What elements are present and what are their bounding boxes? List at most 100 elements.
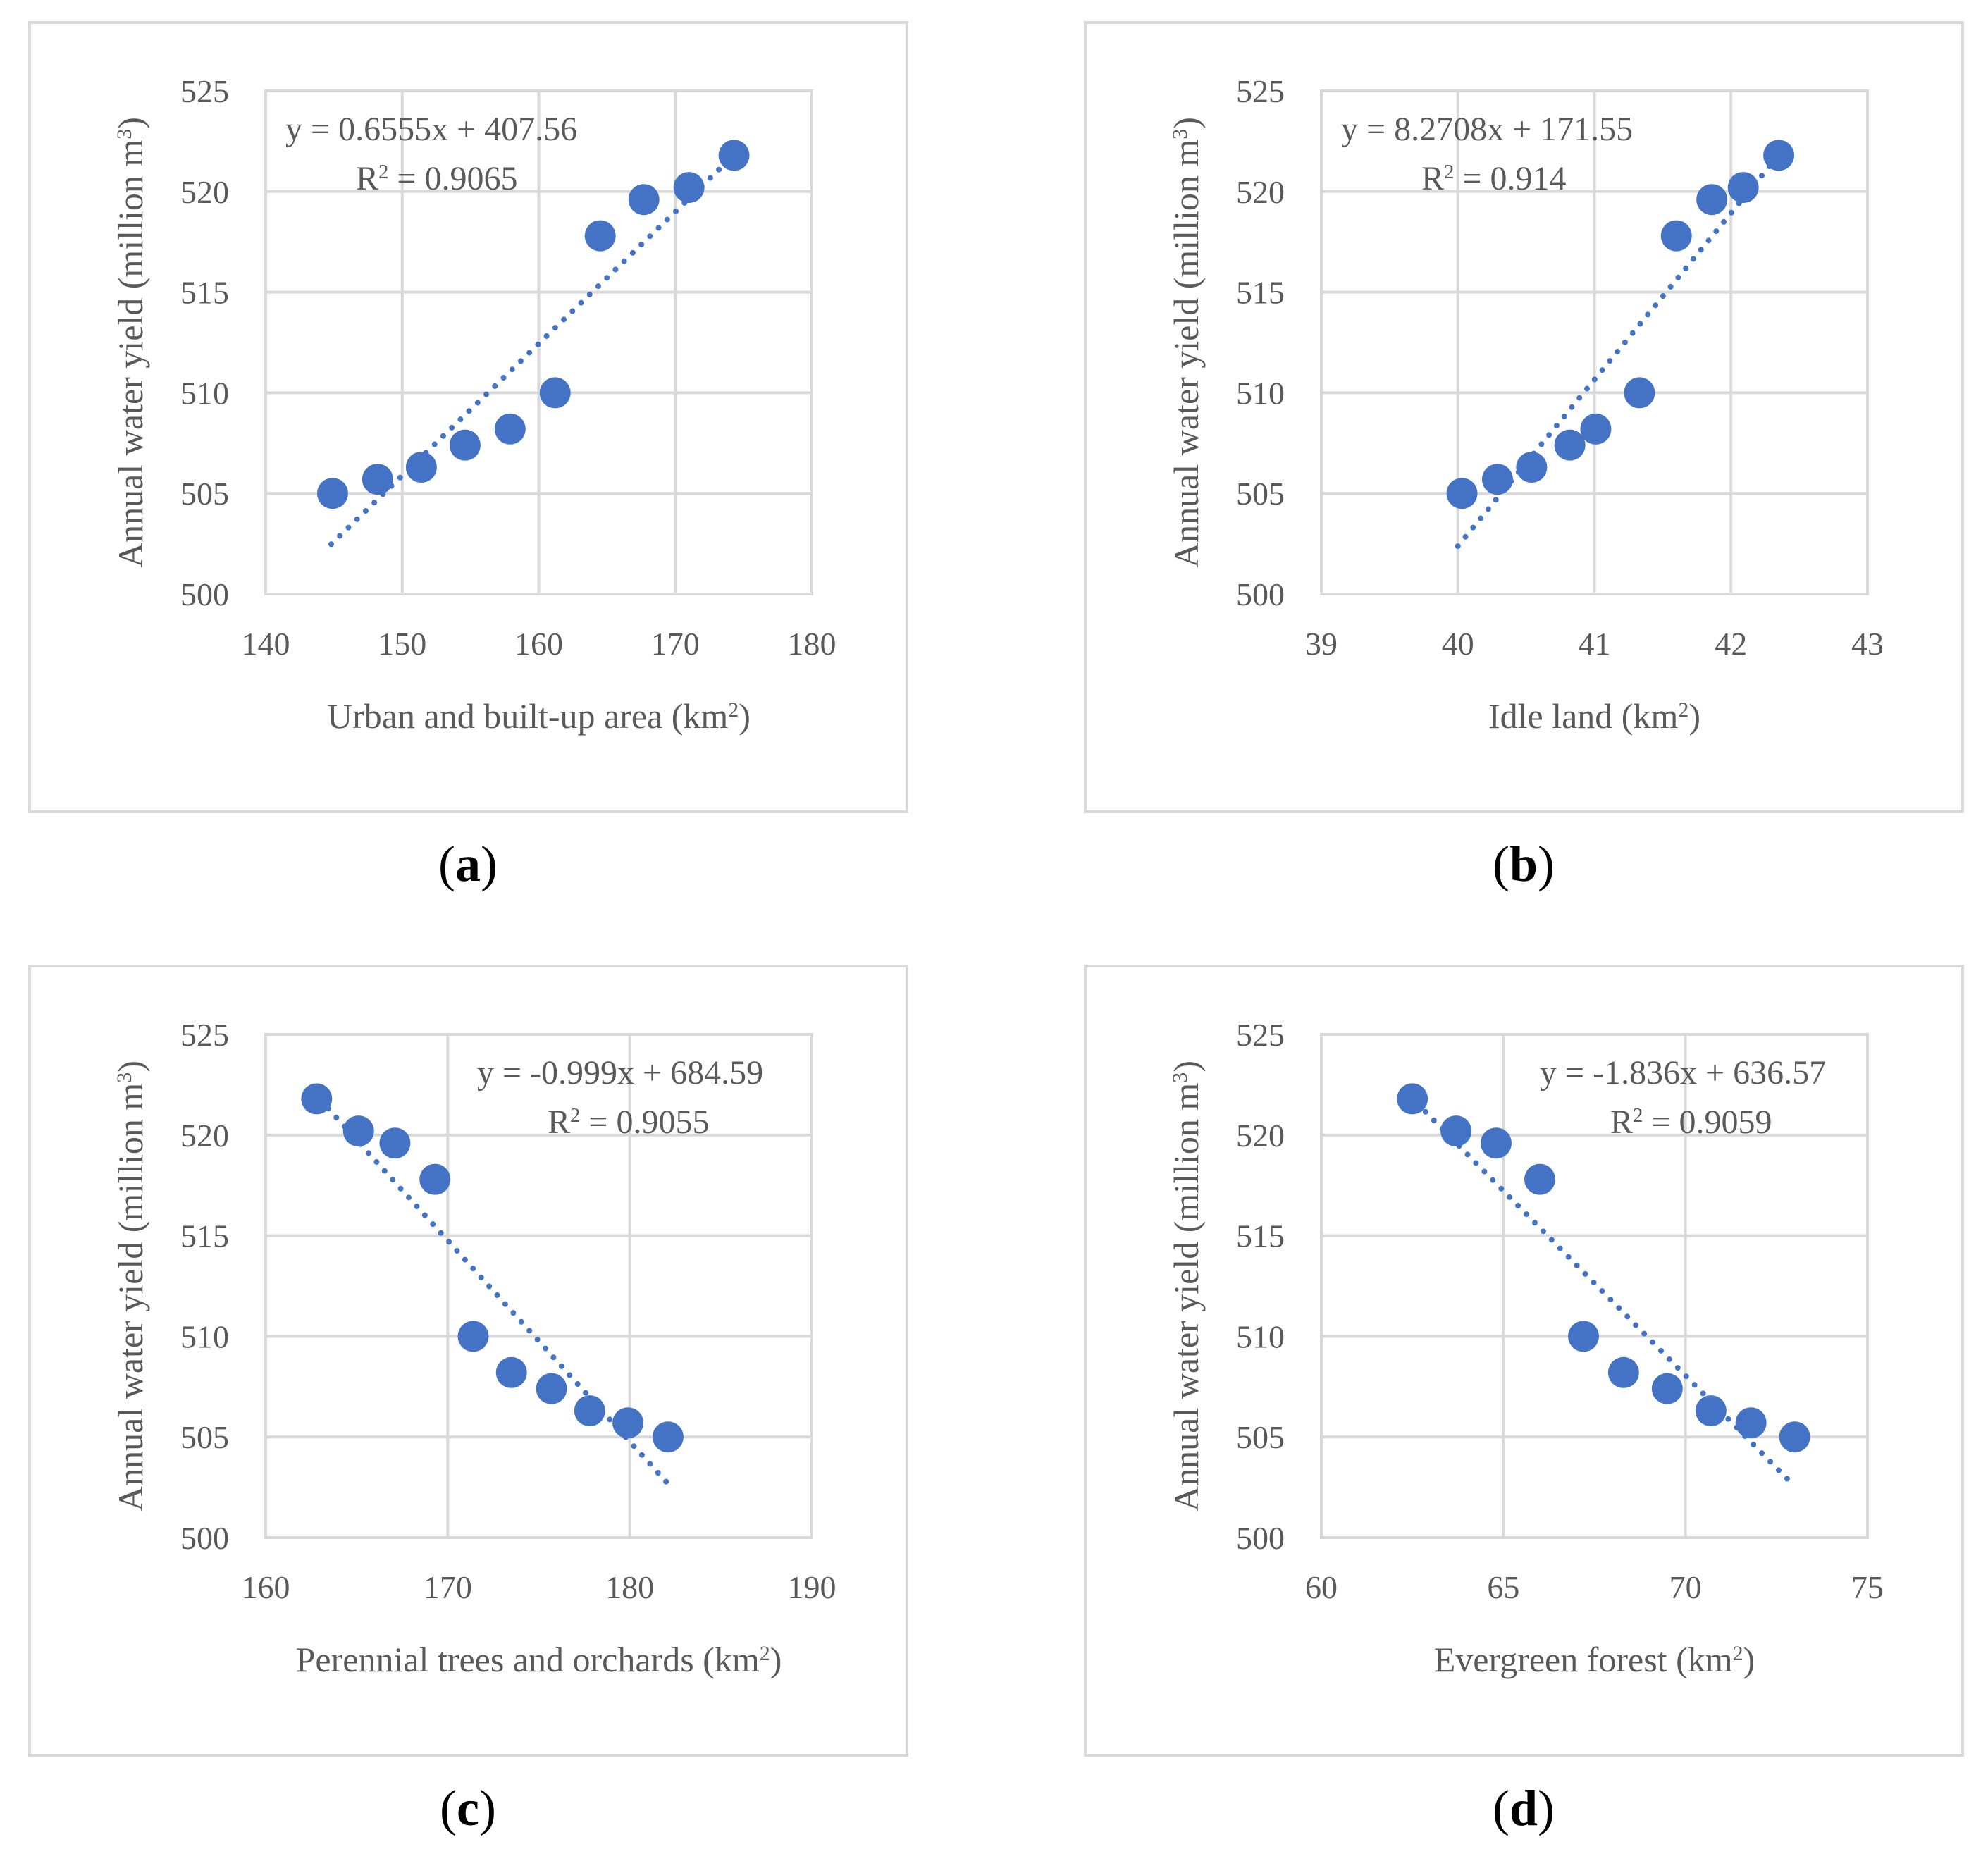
y-tick-label: 500 bbox=[180, 576, 229, 612]
plot-area bbox=[1320, 1033, 1869, 1539]
x-tick-label: 180 bbox=[605, 1569, 654, 1605]
chart-panel-a: 500 505 510 515 520 525 140 150 160 170 180 Urban a… bbox=[28, 21, 908, 813]
y-tick-label: 505 bbox=[180, 476, 229, 512]
data-point bbox=[718, 140, 750, 171]
data-point bbox=[1580, 413, 1612, 445]
data-point bbox=[342, 1115, 374, 1147]
data-point bbox=[494, 413, 526, 445]
data-point bbox=[495, 1356, 527, 1388]
y-tick-label: 510 bbox=[1236, 1318, 1285, 1354]
x-axis-title: Urban and built-up area (km2) bbox=[327, 696, 751, 736]
x-tick-label: 41 bbox=[1579, 626, 1611, 662]
y-tick-label: 515 bbox=[180, 275, 229, 311]
y-axis-title: Annual water yield (million m3) bbox=[111, 1061, 150, 1511]
y-tick-label: 515 bbox=[1236, 1218, 1285, 1254]
data-point bbox=[574, 1395, 605, 1427]
y-tick-label: 520 bbox=[180, 174, 229, 210]
y-tick-label: 525 bbox=[180, 1017, 229, 1053]
chart-frame bbox=[1084, 21, 1964, 813]
x-tick-label: 39 bbox=[1305, 626, 1338, 662]
y-tick-label: 525 bbox=[1236, 73, 1285, 109]
x-axis-title: Perennial trees and orchards (km2) bbox=[296, 1640, 782, 1679]
panel-label-b: (b) bbox=[1493, 836, 1555, 892]
data-point bbox=[301, 1083, 333, 1115]
x-tick-label: 40 bbox=[1442, 626, 1474, 662]
y-tick-label: 505 bbox=[1236, 1419, 1285, 1455]
data-point bbox=[1727, 172, 1759, 204]
x-tick-label: 160 bbox=[242, 1569, 290, 1605]
data-point bbox=[1735, 1407, 1767, 1439]
data-point bbox=[1446, 478, 1478, 509]
plot-area bbox=[264, 1033, 813, 1539]
y-tick-label: 520 bbox=[1236, 174, 1285, 210]
plot-area bbox=[264, 89, 813, 595]
x-tick-label: 170 bbox=[424, 1569, 472, 1605]
x-tick-label: 43 bbox=[1851, 626, 1884, 662]
chart-frame bbox=[28, 965, 908, 1757]
x-tick-label: 140 bbox=[242, 626, 290, 662]
data-point bbox=[1651, 1373, 1683, 1404]
y-tick-label: 515 bbox=[1236, 275, 1285, 311]
data-point bbox=[1481, 464, 1513, 495]
x-axis-title: Evergreen forest (km2) bbox=[1434, 1640, 1755, 1679]
y-tick-label: 500 bbox=[1236, 576, 1285, 612]
trendline bbox=[328, 151, 739, 548]
y-tick-label: 505 bbox=[1236, 476, 1285, 512]
x-tick-label: 42 bbox=[1715, 626, 1747, 662]
x-tick-label: 70 bbox=[1669, 1569, 1702, 1605]
trendline-equation: y = -1.836x + 636.57 bbox=[1540, 1054, 1826, 1092]
data-point bbox=[628, 184, 660, 216]
data-point bbox=[405, 452, 437, 483]
y-tick-label: 525 bbox=[180, 73, 229, 109]
data-point bbox=[536, 1373, 567, 1404]
chart-panel-b: 500 505 510 515 520 525 39 40 41 42 43 Idle land (k… bbox=[1084, 21, 1964, 813]
plot-area bbox=[1320, 89, 1869, 595]
trendline-equation: y = 0.6555x + 407.56 bbox=[285, 111, 577, 148]
x-tick-label: 65 bbox=[1487, 1569, 1519, 1605]
data-point bbox=[652, 1421, 684, 1453]
panel-label-d: (d) bbox=[1493, 1780, 1555, 1836]
x-tick-label: 150 bbox=[378, 626, 426, 662]
data-point bbox=[612, 1407, 644, 1439]
data-point bbox=[316, 478, 348, 509]
r-squared-label: R2 = 0.914 bbox=[1421, 160, 1567, 197]
data-point bbox=[673, 172, 705, 204]
data-point bbox=[584, 220, 616, 252]
y-tick-label: 510 bbox=[1236, 375, 1285, 411]
data-point bbox=[1695, 1395, 1727, 1427]
y-tick-label: 525 bbox=[1236, 1017, 1285, 1053]
chart-panel-d: 500 505 510 515 520 525 60 65 70 75 Evergreen fore… bbox=[1084, 965, 1964, 1757]
y-tick-label: 500 bbox=[180, 1520, 229, 1556]
y-tick-label: 510 bbox=[180, 1318, 229, 1354]
data-point bbox=[1763, 140, 1795, 171]
chart-frame bbox=[28, 21, 908, 813]
y-tick-label: 510 bbox=[180, 375, 229, 411]
panel-label-a: (a) bbox=[438, 836, 498, 892]
x-tick-label: 75 bbox=[1851, 1569, 1884, 1605]
y-tick-label: 520 bbox=[1236, 1118, 1285, 1154]
data-point bbox=[449, 429, 481, 461]
x-tick-label: 190 bbox=[788, 1569, 836, 1605]
panel-label-c: (c) bbox=[440, 1780, 496, 1836]
y-tick-label: 520 bbox=[180, 1118, 229, 1154]
x-tick-label: 160 bbox=[514, 626, 563, 662]
data-point bbox=[1660, 220, 1692, 252]
y-tick-label: 500 bbox=[1236, 1520, 1285, 1556]
data-point bbox=[1524, 1163, 1555, 1195]
data-point bbox=[1516, 452, 1548, 483]
y-axis-title: Annual water yield (million m3) bbox=[1166, 1061, 1206, 1511]
chart-panel-c: 500 505 510 515 520 525 160 170 180 190Perennial … bbox=[28, 965, 908, 1757]
data-point bbox=[419, 1163, 451, 1195]
data-point bbox=[1440, 1115, 1472, 1147]
y-tick-label: 515 bbox=[180, 1218, 229, 1254]
data-point bbox=[1554, 429, 1586, 461]
y-axis-title: Annual water yield (million m3) bbox=[111, 117, 150, 568]
data-point bbox=[362, 464, 393, 495]
data-point bbox=[379, 1127, 411, 1159]
data-point bbox=[1481, 1127, 1512, 1159]
x-tick-label: 60 bbox=[1305, 1569, 1338, 1605]
data-point bbox=[457, 1321, 489, 1352]
data-point bbox=[1779, 1421, 1810, 1453]
x-tick-label: 170 bbox=[651, 626, 700, 662]
